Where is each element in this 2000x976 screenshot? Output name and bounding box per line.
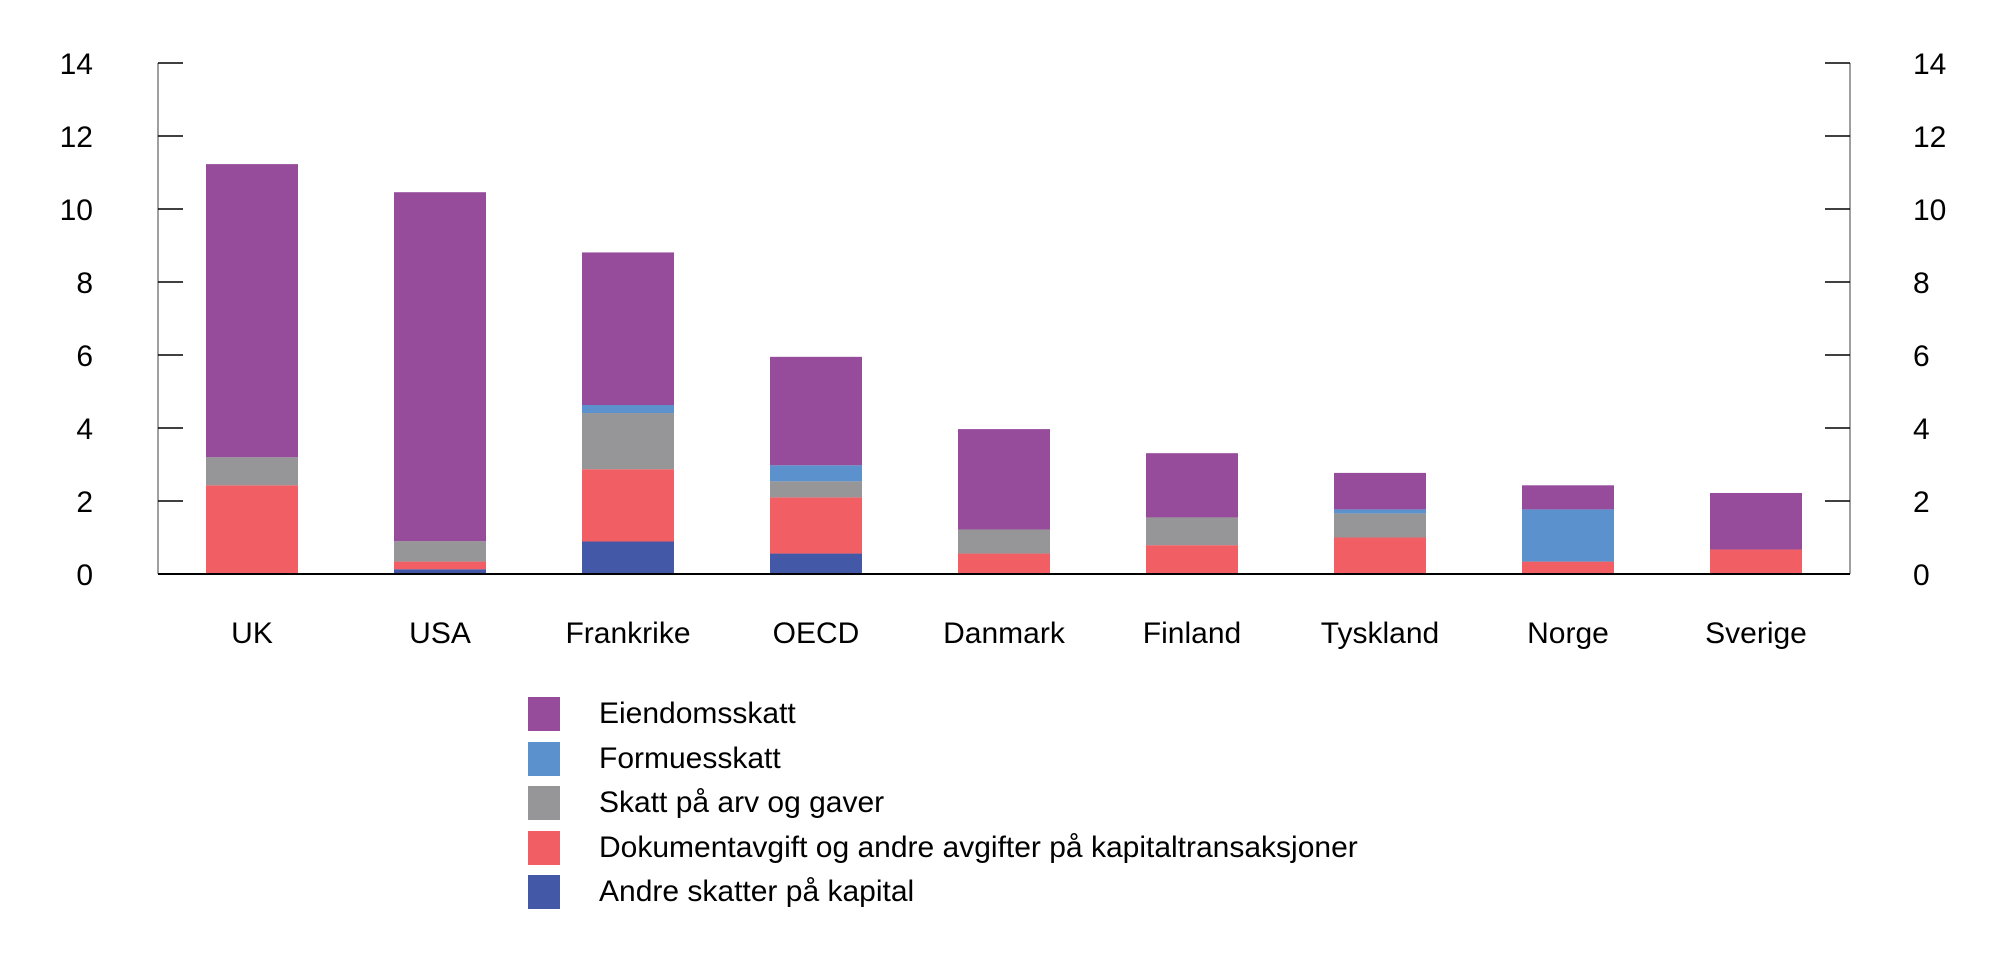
- bar-stack-tyskland: [1334, 472, 1426, 574]
- bar-segment: [394, 569, 486, 574]
- right-y-axis: 0 2 4 6 8 10 12 14: [1825, 48, 1946, 592]
- y-tick-label: 12: [60, 121, 93, 154]
- legend: Eiendomsskatt Formuesskatt Skatt på arv …: [528, 692, 1358, 915]
- bar-segment: [1334, 509, 1426, 514]
- bar-stack-sverige: [1710, 492, 1802, 574]
- bar-segment: [1522, 561, 1614, 574]
- legend-item-dokumentavgift: Dokumentavgift og andre avgifter på kapi…: [528, 826, 1358, 871]
- bar-segment: [1334, 472, 1426, 510]
- y-tick-label: 10: [1913, 194, 1946, 227]
- x-category-label: Finland: [1143, 617, 1241, 650]
- bar-segment: [582, 252, 674, 406]
- bar-stack-finland: [1146, 453, 1238, 574]
- y-tick-label: 0: [76, 559, 93, 592]
- bar-stack-frankrike: [582, 252, 674, 574]
- bar-stack-usa: [394, 192, 486, 574]
- y-tick-label: 4: [76, 413, 93, 446]
- legend-label: Andre skatter på kapital: [599, 875, 915, 909]
- legend-item-formuesskatt: Formuesskatt: [528, 737, 1358, 782]
- bar-segment: [1522, 485, 1614, 510]
- bar-segment: [770, 481, 862, 498]
- legend-item-andre-skatter: Andre skatter på kapital: [528, 870, 1358, 915]
- bars-area: [206, 164, 1802, 574]
- bar-segment: [394, 541, 486, 562]
- bar-stack-uk: [206, 164, 298, 574]
- y-tick-label: 8: [1913, 267, 1930, 300]
- bar-segment: [1146, 453, 1238, 518]
- legend-swatch-formuesskatt: [528, 741, 560, 776]
- bar-segment: [206, 485, 298, 574]
- legend-swatch-eiendomsskatt: [528, 697, 560, 732]
- y-tick-label: 14: [60, 48, 93, 81]
- bar-stack-oecd: [770, 356, 862, 574]
- y-tick-label: 10: [60, 194, 93, 227]
- bar-segment: [770, 497, 862, 554]
- legend-item-eiendomsskatt: Eiendomsskatt: [528, 692, 1358, 737]
- x-axis-category-labels: UK USA Frankrike OECD Danmark Finland Tyskland…: [231, 617, 1807, 650]
- x-category-label: OECD: [773, 617, 860, 650]
- bar-segment: [582, 405, 674, 414]
- bar-segment: [958, 429, 1050, 530]
- bar-segment: [770, 465, 862, 482]
- bar-segment: [958, 529, 1050, 554]
- legend-item-arv-og-gaver: Skatt på arv og gaver: [528, 781, 1358, 826]
- y-tick-label: 0: [1913, 559, 1930, 592]
- bar-segment: [958, 553, 1050, 574]
- y-tick-label: 14: [1913, 48, 1946, 81]
- bar-stack-danmark: [958, 429, 1050, 574]
- y-tick-label: 12: [1913, 121, 1946, 154]
- bar-segment: [582, 469, 674, 542]
- x-category-label: Norge: [1527, 617, 1609, 650]
- bar-segment: [206, 457, 298, 486]
- legend-swatch-dokumentavgift: [528, 830, 560, 865]
- bar-segment: [582, 541, 674, 574]
- left-y-axis: 0 2 4 6 8 10 12 14: [60, 48, 183, 592]
- bar-segment: [1334, 513, 1426, 538]
- x-category-label: Danmark: [943, 617, 1066, 650]
- bar-segment: [206, 164, 298, 458]
- bar-segment: [1710, 492, 1802, 550]
- y-tick-label: 2: [1913, 486, 1930, 519]
- legend-label: Eiendomsskatt: [599, 697, 796, 731]
- bar-segment: [770, 356, 862, 466]
- bar-segment: [770, 553, 862, 574]
- x-category-label: Tyskland: [1321, 617, 1439, 650]
- y-tick-label: 8: [76, 267, 93, 300]
- legend-swatch-arv-og-gaver: [528, 786, 560, 821]
- legend-swatch-andre-skatter: [528, 875, 560, 910]
- legend-label: Dokumentavgift og andre avgifter på kapi…: [599, 830, 1358, 864]
- bar-segment: [394, 561, 486, 570]
- bar-segment: [1522, 509, 1614, 562]
- bar-stack-norge: [1522, 485, 1614, 574]
- legend-label: Formuesskatt: [599, 741, 781, 775]
- legend-label: Skatt på arv og gaver: [599, 786, 885, 820]
- y-tick-label: 2: [76, 486, 93, 519]
- x-category-label: UK: [231, 617, 273, 650]
- y-tick-label: 6: [1913, 340, 1930, 373]
- x-category-label: USA: [409, 617, 471, 650]
- bar-segment: [394, 192, 486, 542]
- bar-segment: [582, 413, 674, 470]
- y-tick-label: 6: [76, 340, 93, 373]
- y-tick-label: 4: [1913, 413, 1930, 446]
- bar-segment: [1334, 537, 1426, 574]
- bar-segment: [1146, 545, 1238, 574]
- bar-segment: [1146, 517, 1238, 546]
- x-category-label: Sverige: [1705, 617, 1807, 650]
- bar-segment: [1710, 549, 1802, 574]
- x-category-label: Frankrike: [565, 617, 690, 650]
